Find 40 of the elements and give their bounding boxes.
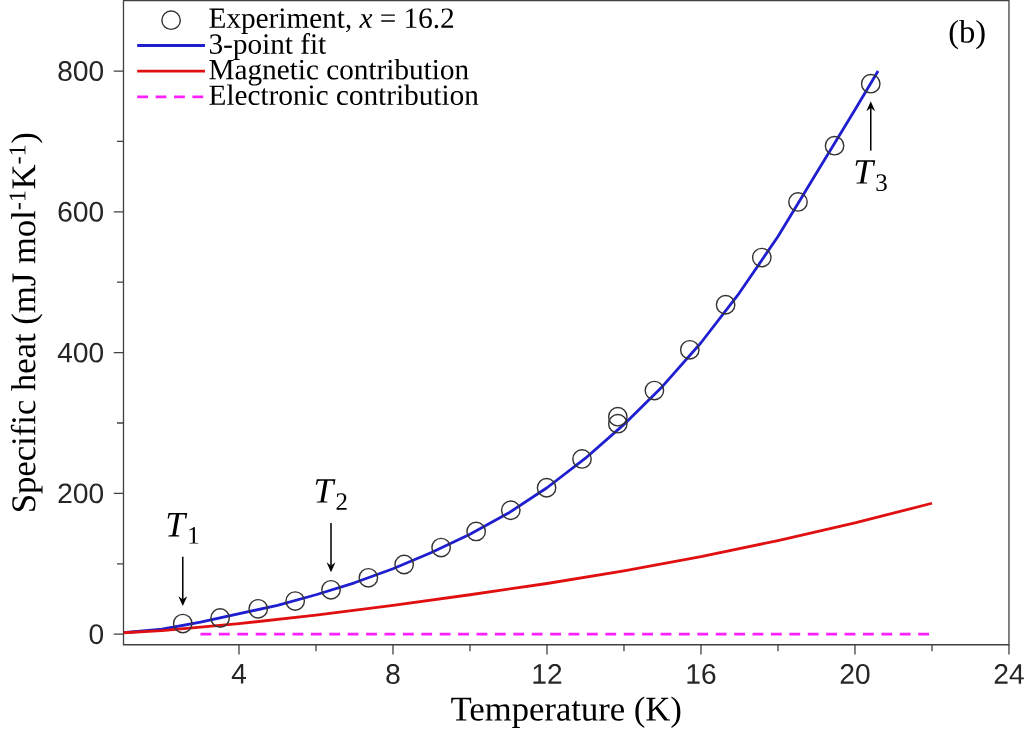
point bbox=[285, 591, 306, 611]
annotation: T$_{3}$ bbox=[855, 160, 887, 191]
x-tick-label: 8 bbox=[386, 663, 400, 684]
y-tick-label: 600 bbox=[58, 201, 104, 222]
legend-label: Experiment, x = 16.2 bbox=[209, 8, 454, 34]
point bbox=[607, 413, 628, 434]
point bbox=[644, 380, 665, 401]
annotation: T$_{1}$ bbox=[167, 512, 199, 544]
point bbox=[321, 579, 341, 600]
point bbox=[431, 537, 452, 558]
legend-label: Electronic contribution bbox=[209, 84, 479, 105]
x-tick-label: 16 bbox=[687, 663, 716, 684]
y-tick-label: 800 bbox=[58, 60, 104, 81]
point bbox=[572, 448, 592, 469]
y-axis-title: Specific heat (mJ mol$^{-1}$K$^{-1}$) bbox=[9, 133, 43, 511]
point bbox=[210, 607, 231, 628]
x-tick-label: 24 bbox=[994, 663, 1024, 684]
x-axis-title: Temperature (K) bbox=[451, 696, 681, 728]
point bbox=[466, 521, 487, 542]
point bbox=[824, 135, 845, 156]
point bbox=[500, 500, 521, 521]
point bbox=[607, 406, 628, 427]
point bbox=[751, 247, 772, 268]
point bbox=[788, 191, 808, 212]
y-tick-label: 200 bbox=[58, 483, 104, 504]
y-tick-label: 0 bbox=[89, 624, 104, 644]
point bbox=[358, 567, 379, 588]
point bbox=[248, 598, 269, 619]
x-tick-label: 4 bbox=[231, 663, 246, 684]
y-tick-label: 400 bbox=[57, 342, 104, 363]
x-tick-label: 12 bbox=[533, 663, 562, 684]
point bbox=[172, 613, 193, 634]
annotation: (b) bbox=[949, 19, 985, 50]
x-tick-label: 20 bbox=[840, 663, 870, 684]
point bbox=[715, 294, 736, 315]
point bbox=[679, 339, 700, 360]
point bbox=[536, 477, 557, 498]
annotation: T$_{2}$ bbox=[315, 479, 347, 510]
point bbox=[860, 73, 881, 94]
point bbox=[394, 554, 415, 575]
